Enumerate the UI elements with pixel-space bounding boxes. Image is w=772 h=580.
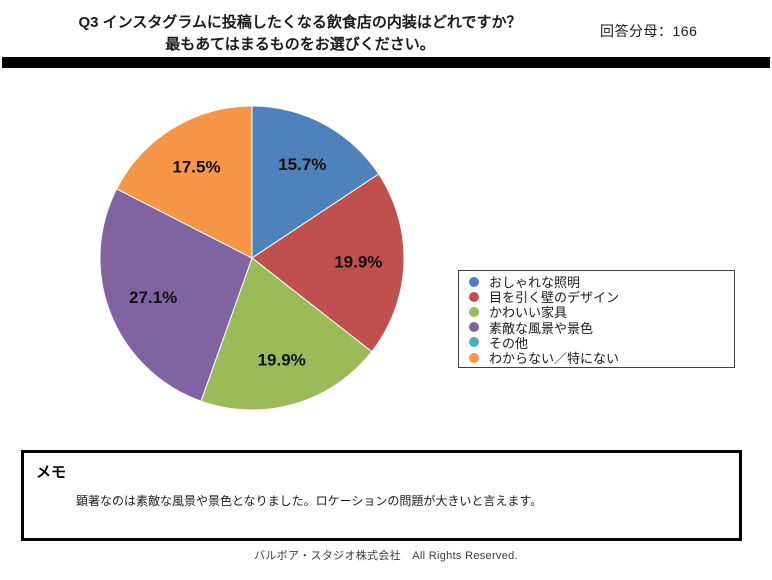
pie-slice-4 — [99, 188, 253, 402]
legend-label: わからない／特にない — [489, 351, 620, 367]
pie-chart: 15.7% 19.9% 19.9% 27.1% 17.5% — [99, 105, 405, 411]
title-line-2: 最もあてはまるものをお選びください。 — [165, 36, 435, 53]
legend-item: その他 — [465, 335, 728, 351]
pie-percentage-label: 17.5% — [172, 158, 220, 177]
pie-slice-3 — [200, 257, 373, 411]
header-divider-bar — [2, 57, 770, 68]
legend-swatch-icon — [469, 291, 479, 302]
pie-slice-1 — [251, 105, 380, 259]
pie-percentage-label: 27.1% — [129, 288, 177, 307]
response-denominator: 回答分母：166 — [600, 21, 697, 41]
legend-item: わからない／特にない — [465, 350, 728, 367]
legend-label: おしゃれな照明 — [489, 275, 581, 291]
pie-slice-6 — [115, 105, 253, 259]
legend-label: その他 — [489, 335, 529, 351]
legend-swatch-icon — [469, 306, 479, 317]
legend-label: 素敵な風景や景色 — [489, 320, 594, 336]
response-denominator-label: 回答分母： — [600, 23, 673, 39]
response-denominator-value: 166 — [672, 23, 698, 39]
legend-item: 素敵な風景や景色 — [465, 320, 728, 336]
pie-percentage-label: 15.7% — [278, 155, 326, 174]
pie-slice-2 — [251, 173, 405, 353]
footer-copyright: バルボア・スタジオ株式会社 All Rights Reserved. — [254, 550, 518, 562]
legend-item: おしゃれな照明 — [465, 274, 728, 291]
legend-swatch-icon — [469, 322, 479, 333]
title-line-1: Q3 インスタグラムに投稿したくなる飲食店の内装はどれですか？ — [78, 14, 522, 31]
chart-legend: おしゃれな照明 目を引く壁のデザイン かわいい家具 素敵な風景や景色 その他 わからない／… — [458, 270, 735, 369]
pie-percentage-label: 19.9% — [334, 253, 382, 272]
legend-item: 目を引く壁のデザイン — [465, 289, 728, 306]
pie-percentage-label: 19.9% — [258, 351, 306, 370]
legend-swatch-icon — [469, 276, 479, 287]
memo-body: 顕著なのは素敵な風景や景色となりました。ロケーションの問題が大きいと言えます。 — [76, 494, 543, 508]
legend-swatch-icon — [469, 352, 479, 363]
survey-question-title: Q3 インスタグラムに投稿したくなる飲食店の内装はどれですか？ 最もあてはまるも… — [20, 12, 580, 56]
legend-item: かわいい家具 — [465, 304, 728, 321]
memo-box: メモ 顕著なのは素敵な風景や景色となりました。ロケーションの問題が大きいと言えま… — [21, 450, 742, 541]
memo-heading: メモ — [36, 464, 67, 481]
legend-label: かわいい家具 — [489, 305, 568, 321]
legend-swatch-icon — [469, 337, 479, 348]
legend-label: 目を引く壁のデザイン — [489, 290, 620, 306]
